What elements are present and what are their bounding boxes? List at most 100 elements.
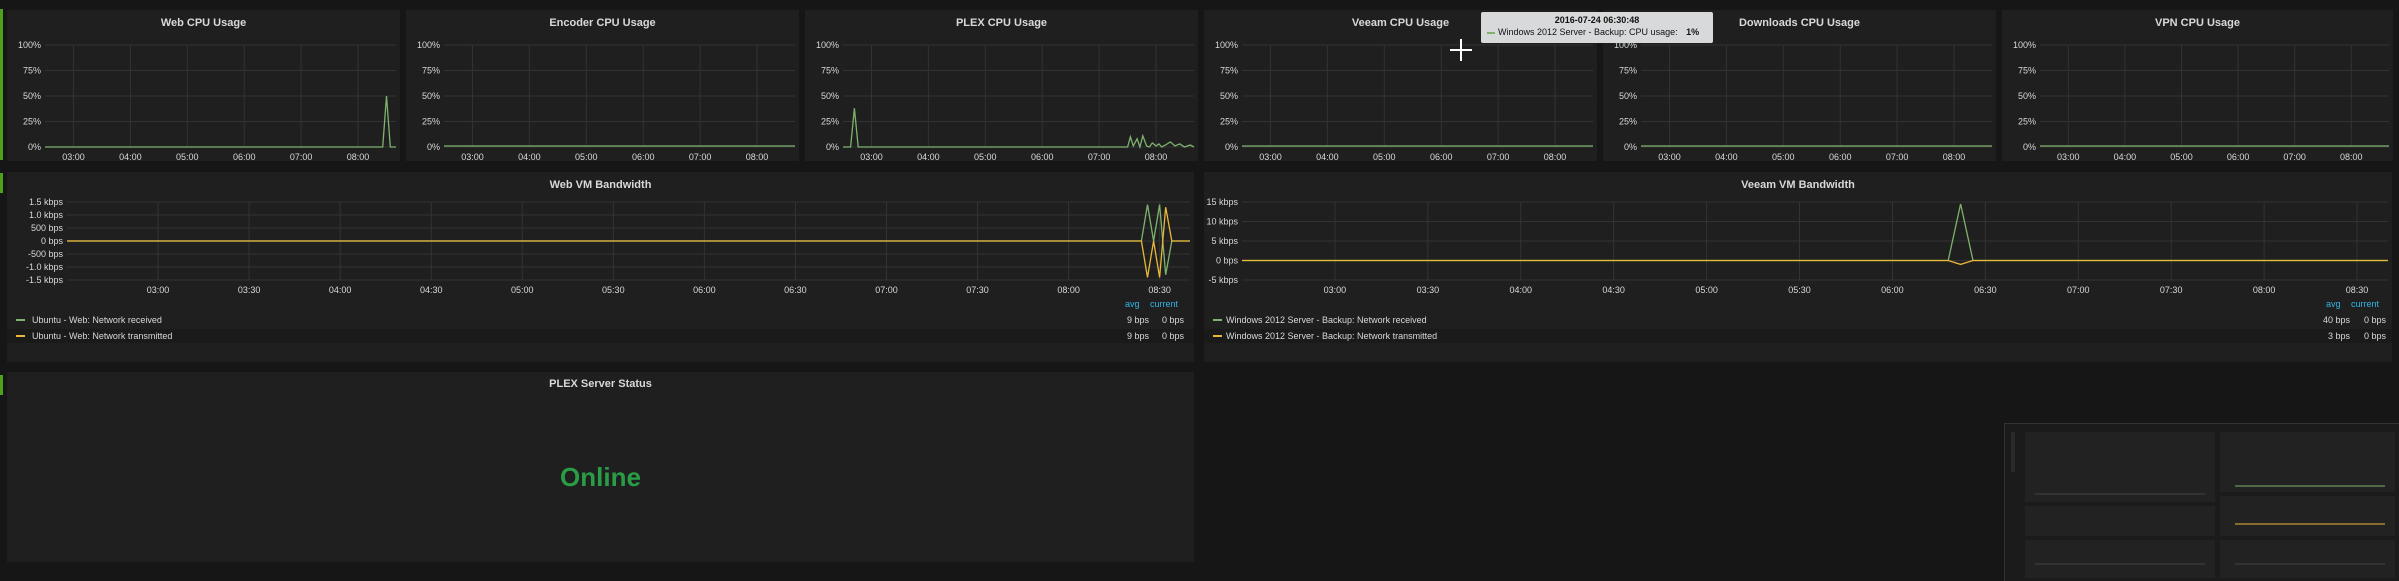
x-tick-label: 04:00 <box>119 152 142 161</box>
panel-title[interactable]: Veeam CPU Usage <box>1351 17 1450 29</box>
y-tick-label: 75% <box>1220 66 1238 76</box>
legend-swatch <box>16 319 25 321</box>
x-tick-label: 03:00 <box>147 285 170 295</box>
plex-server-status-panel[interactable]: PLEX Server Status Online <box>7 372 1194 562</box>
y-tick-label: 25% <box>1619 117 1637 127</box>
legend-item-received[interactable]: Windows 2012 Server - Backup: Network re… <box>1204 313 2392 327</box>
x-tick-label: 03:00 <box>860 152 883 161</box>
tooltip-time: 2016-07-24 06:30:48 <box>1554 15 1640 25</box>
y-tick-label: 0% <box>2023 142 2036 152</box>
legend-header-avg[interactable]: avg <box>1125 299 1140 309</box>
y-tick-label: 100% <box>1614 40 1637 50</box>
x-tick-label: 04:00 <box>518 152 541 161</box>
legend-item-received[interactable]: Ubuntu - Web: Network received 9 bps 0 b… <box>7 313 1194 327</box>
panel-title[interactable]: Web CPU Usage <box>160 17 247 29</box>
cpu-series-line <box>843 108 1195 150</box>
y-tick-label: 0% <box>826 142 839 152</box>
x-tick-label: 06:00 <box>1031 152 1054 161</box>
x-tick-label: 08:30 <box>2346 285 2369 295</box>
y-tick-label: 50% <box>821 91 839 101</box>
row-marker-bandwidth <box>0 173 3 193</box>
cpu-chart[interactable]: 100% 75% 50% 25% 0% 03:00 04:00 05:00 06:00 07:00… <box>2002 28 2393 161</box>
y-tick-label: 50% <box>23 91 41 101</box>
legend-header-avg[interactable]: avg <box>2326 299 2341 309</box>
x-tick-label: 06:00 <box>693 285 716 295</box>
bandwidth-chart[interactable]: 15 kbps 10 kbps 5 kbps 0 bps -5 kbps 03:00 03:… <box>1204 190 2392 320</box>
x-tick-label: 08:00 <box>1145 152 1168 161</box>
cpu-chart[interactable]: 100% 75% 50% 25% 0% 03:00 04:00 05:00 06:00 07:00… <box>7 28 400 161</box>
x-tick-label: 08:00 <box>1057 285 1080 295</box>
legend-item-transmitted[interactable]: Ubuntu - Web: Network transmitted 9 bps … <box>7 329 1194 343</box>
status-value: Online <box>560 462 641 492</box>
y-tick-label: 0% <box>427 142 440 152</box>
y-tick-label: 75% <box>1619 66 1637 76</box>
tooltip-series-name: Windows 2012 Server - Backup: CPU usage: <box>1498 27 1678 37</box>
panel-title[interactable]: Veeam VM Bandwidth <box>1741 179 1855 191</box>
y-tick-label: 75% <box>821 66 839 76</box>
x-tick-label: 08:00 <box>2340 152 2363 161</box>
cpu-chart[interactable]: 100% 75% 50% 25% 0% 03:00 04:00 05:00 06:00 07:00… <box>805 28 1198 161</box>
panel-title[interactable]: VPN CPU Usage <box>2155 17 2240 29</box>
legend-avg-value: 9 bps <box>1126 331 1149 341</box>
x-tick-label: 07:00 <box>1088 152 1111 161</box>
crosshair-cursor-icon <box>1450 39 1472 61</box>
legend-series-name: Windows 2012 Server - Backup: Network re… <box>1226 315 1427 325</box>
x-tick-label: 05:30 <box>1788 285 1811 295</box>
panel-title[interactable]: Encoder CPU Usage <box>549 17 656 29</box>
x-tick-label: 06:00 <box>632 152 655 161</box>
y-tick-label: 0 bps <box>41 236 64 246</box>
cpu-chart[interactable]: 100% 75% 50% 25% 0% 03:00 04:00 05:00 06:00 07:00… <box>1204 28 1597 161</box>
x-tick-label: 08:00 <box>746 152 769 161</box>
panel-title[interactable]: PLEX Server Status <box>549 378 652 390</box>
y-tick-label: 10 kbps <box>1206 217 1238 227</box>
legend-current-value: 0 bps <box>1161 315 1184 325</box>
graph-tooltip: 2016-07-24 06:30:48 Windows 2012 Server … <box>1481 12 1713 43</box>
y-tick-label: 100% <box>816 40 839 50</box>
cpu-chart[interactable]: 100% 75% 50% 25% 0% 03:00 04:00 05:00 06:00 07:00… <box>1603 28 1996 161</box>
x-tick-label: 05:00 <box>511 285 534 295</box>
legend-current-value: 0 bps <box>2363 315 2386 325</box>
row-marker-status <box>0 375 3 395</box>
legend-item-transmitted[interactable]: Windows 2012 Server - Backup: Network tr… <box>1204 329 2392 343</box>
x-tick-label: 06:00 <box>2227 152 2250 161</box>
panel-title[interactable]: PLEX CPU Usage <box>955 17 1048 29</box>
tooltip-value: 1% <box>1686 27 1700 37</box>
y-tick-label: 0% <box>1225 142 1238 152</box>
legend-header-current[interactable]: current <box>1150 299 1179 309</box>
x-tick-label: 08:00 <box>1943 152 1966 161</box>
y-tick-label: 50% <box>1220 91 1238 101</box>
x-tick-label: 05:00 <box>1772 152 1795 161</box>
received-series-line <box>1242 203 2388 262</box>
y-tick-label: 25% <box>2018 117 2036 127</box>
veeam-vm-bandwidth-panel[interactable]: Veeam VM Bandwidth 15 kbps 10 kbps 5 kbps 0… <box>1204 172 2392 362</box>
x-tick-label: 04:00 <box>917 152 940 161</box>
panel-title[interactable]: Web VM Bandwidth <box>549 179 652 191</box>
y-tick-label: -1.0 kbps <box>26 262 64 272</box>
panel-title[interactable]: Downloads CPU Usage <box>1738 17 1861 29</box>
web-vm-bandwidth-panel[interactable]: Web VM Bandwidth 1.5 kbps 1.0 kbps 500 bps… <box>7 172 1194 362</box>
x-tick-label: 05:00 <box>1695 285 1718 295</box>
y-tick-label: -1.5 kbps <box>26 275 64 285</box>
x-tick-label: 07:00 <box>689 152 712 161</box>
x-tick-label: 07:00 <box>875 285 898 295</box>
dashboard-thumbnail-preview[interactable] <box>2004 423 2399 581</box>
y-tick-label: 100% <box>417 40 440 50</box>
x-tick-label: 05:00 <box>575 152 598 161</box>
bandwidth-chart[interactable]: 1.5 kbps 1.0 kbps 500 bps 0 bps -500 bps -1.0… <box>7 190 1194 320</box>
x-tick-label: 03:00 <box>2057 152 2080 161</box>
cpu-panel[interactable]: VPN CPU Usage 100% 75% 50% 25% 0% 03:00 04:00 05… <box>2002 10 2393 161</box>
y-tick-label: 75% <box>422 66 440 76</box>
transmitted-series-line <box>67 207 1190 278</box>
cpu-panel[interactable]: Web CPU Usage 100% 75% 50% 25% 0% 03:00 04:00 05… <box>7 10 400 161</box>
x-tick-label: 07:00 <box>1487 152 1510 161</box>
cpu-panel[interactable]: PLEX CPU Usage 100% 75% 50% 25% 0% 03:00 04:00 0… <box>805 10 1198 161</box>
x-tick-label: 06:00 <box>233 152 256 161</box>
legend-header-current[interactable]: current <box>2351 299 2380 309</box>
x-tick-label: 07:00 <box>1886 152 1909 161</box>
cpu-chart[interactable]: 100% 75% 50% 25% 0% 03:00 04:00 05:00 06:00 07:00… <box>406 28 799 161</box>
y-tick-label: 25% <box>821 117 839 127</box>
legend-swatch <box>1213 319 1222 321</box>
x-tick-label: 07:00 <box>290 152 313 161</box>
cpu-panel[interactable]: Encoder CPU Usage 100% 75% 50% 25% 0% 03:00 04:… <box>406 10 799 161</box>
x-tick-label: 06:30 <box>1974 285 1997 295</box>
